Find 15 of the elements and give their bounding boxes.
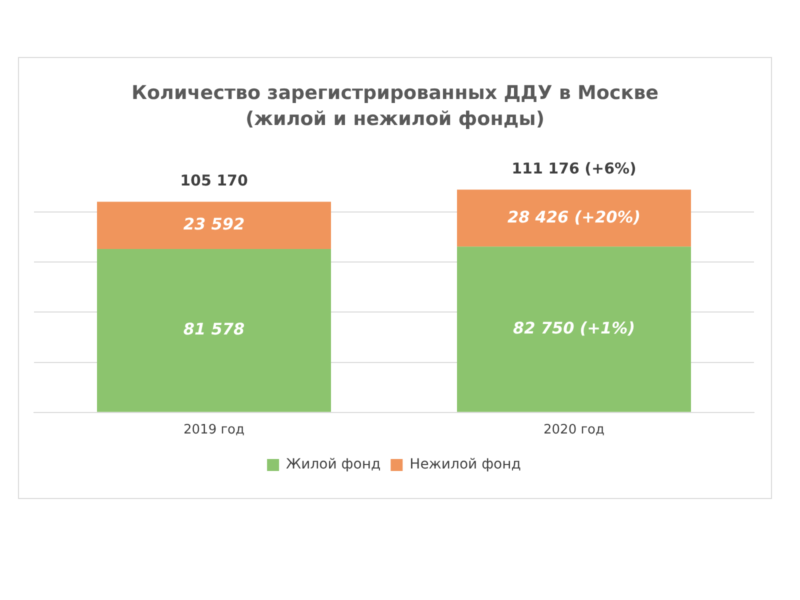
data-label: 82 750 (+1%)	[513, 318, 635, 338]
data-label: 23 592	[183, 214, 245, 234]
x-tick-label: 2019 год	[184, 422, 244, 438]
x-tick-label: 2020 год	[544, 422, 604, 438]
legend-label: Жилой фонд	[286, 456, 381, 473]
bar	[457, 190, 691, 247]
bar	[97, 202, 331, 249]
data-label: 28 426 (+20%)	[507, 207, 641, 226]
bar	[97, 248, 331, 412]
chart-title: Количество зарегистрированных ДДУ в Москве (жилой и нежилой фонды)	[130, 81, 660, 132]
total-label: 105 170	[180, 172, 248, 190]
data-label: 81 578	[183, 320, 245, 339]
total-label: 111 176 (+6%)	[512, 160, 636, 178]
bar	[457, 246, 691, 412]
legend-label: Нежилой фонд	[410, 456, 521, 473]
